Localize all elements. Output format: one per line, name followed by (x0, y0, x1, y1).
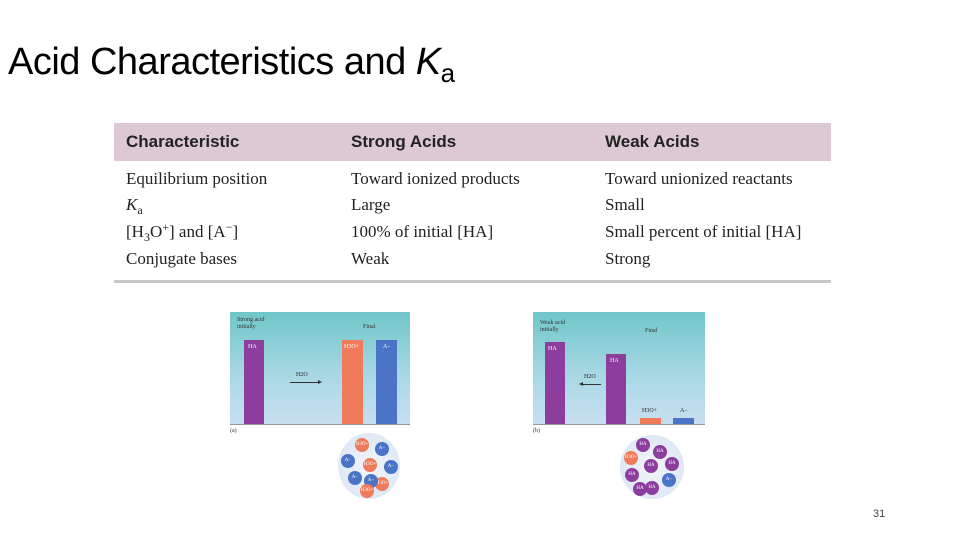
ha-bar-label: HA (248, 344, 257, 350)
cell-characteristic: Equilibrium position (126, 169, 268, 188)
title-text: Acid Characteristics and (8, 41, 416, 83)
strong-acid-molecule-circle: H3O+ A− A− H3O+ A− A− H3O+ A− H3O+ (338, 433, 400, 499)
a-bar (673, 418, 694, 424)
arrow-label: H2O (296, 372, 308, 378)
final-label: Final (363, 324, 376, 330)
strong-acid-diagram: Strong acid initially Final HA H2O H3O+ A… (230, 312, 410, 424)
molecule: A− (348, 471, 362, 485)
cell-weak: Small percent of initial [HA] (605, 221, 802, 241)
ha-final-bar (606, 354, 626, 424)
final-label: Final (645, 328, 658, 334)
ka-a-subscript: a (137, 202, 143, 217)
h3o-bar-label: H3O+ (344, 344, 360, 350)
formula-sup: − (225, 219, 233, 234)
cell-strong: Toward ionized products (351, 169, 520, 188)
header-characteristic: Characteristic (114, 123, 339, 161)
caption-a: (a) (230, 428, 237, 434)
molecule: H3O+ (355, 438, 369, 452)
molecule: HA (653, 445, 667, 459)
table-row: Conjugate bases Weak Strong (114, 245, 831, 280)
title-k: K (415, 41, 441, 83)
ha-bar-label: HA (548, 346, 557, 352)
formula-part: ] (232, 221, 239, 241)
table-row: Equilibrium position Toward ionized prod… (114, 161, 831, 191)
baseline-a (230, 424, 410, 425)
h3o-bar-label: H3O+ (642, 408, 658, 414)
cell-characteristic: Conjugate bases (126, 248, 237, 268)
table-row: [H3O+] and [A−] 100% of initial [HA] Sma… (114, 218, 831, 245)
molecule: HA (633, 482, 647, 496)
initial-label: Strong acid initially (237, 317, 265, 330)
molecule: A− (384, 460, 398, 474)
molecule: HA (636, 438, 650, 452)
cell-strong: 100% of initial [HA] (351, 221, 494, 241)
ha-final-bar-label: HA (610, 358, 619, 364)
table-row: Ka Large Small (114, 191, 831, 218)
h3o-bar (640, 418, 661, 424)
cell-strong: Weak (351, 248, 390, 268)
arrow-label: H2O (584, 374, 596, 380)
cell-characteristic: [H3O+] and [A−] (114, 218, 339, 245)
formula-part: [H (126, 221, 144, 241)
slide-title: Acid Characteristics and Ka (8, 38, 455, 89)
ka-k: K (126, 194, 138, 214)
arrow-head-icon (579, 382, 583, 386)
equilibrium-arrow (581, 384, 601, 385)
molecule: H3O+ (375, 477, 389, 491)
ha-bar (545, 342, 565, 424)
molecule: A− (375, 442, 389, 456)
molecule: HA (644, 459, 658, 473)
formula-sub: 3 (143, 229, 150, 244)
molecule: H3O+ (360, 484, 374, 498)
table-bottom-rule (114, 280, 831, 283)
cell-weak: Strong (605, 248, 651, 268)
a-bar (376, 340, 397, 424)
weak-acid-molecule-circle: HA HA H3O+ HA HA HA HA A− HA (620, 435, 684, 499)
molecule: HA (665, 457, 679, 471)
baseline-b (533, 424, 705, 425)
arrow-head-icon (318, 380, 322, 384)
formula-part: ] and [A (169, 221, 226, 241)
molecule: H3O+ (624, 451, 638, 465)
a-bar-label: A− (680, 408, 688, 414)
header-strong-acids: Strong Acids (339, 123, 593, 161)
forward-arrow (290, 382, 320, 383)
ha-bar (244, 340, 264, 424)
molecule: HA (625, 468, 639, 482)
molecule: HA (645, 481, 659, 495)
molecule: H3O+ (363, 458, 377, 472)
title-a-subscript: a (440, 58, 455, 88)
a-bar-label: A− (383, 344, 391, 350)
header-weak-acids: Weak Acids (593, 123, 831, 161)
cell-characteristic: Ka (114, 191, 339, 218)
caption-b: (b) (533, 428, 540, 434)
formula-sup: + (162, 219, 170, 234)
molecule: A− (341, 454, 355, 468)
page-number: 31 (873, 508, 886, 520)
cell-weak: Small (605, 194, 645, 214)
weak-acid-diagram: Weak acid initially Final HA H2O HA H3O+ … (533, 312, 705, 424)
molecule: A− (662, 473, 676, 487)
formula-part: O (149, 221, 163, 241)
table-header-row: Characteristic Strong Acids Weak Acids (114, 123, 831, 161)
h3o-bar (342, 340, 363, 424)
cell-strong: Large (351, 194, 391, 214)
initial-label: Weak acid initially (540, 320, 566, 333)
cell-weak: Toward unionized reactants (605, 169, 793, 188)
acid-comparison-table: Characteristic Strong Acids Weak Acids E… (114, 123, 831, 283)
